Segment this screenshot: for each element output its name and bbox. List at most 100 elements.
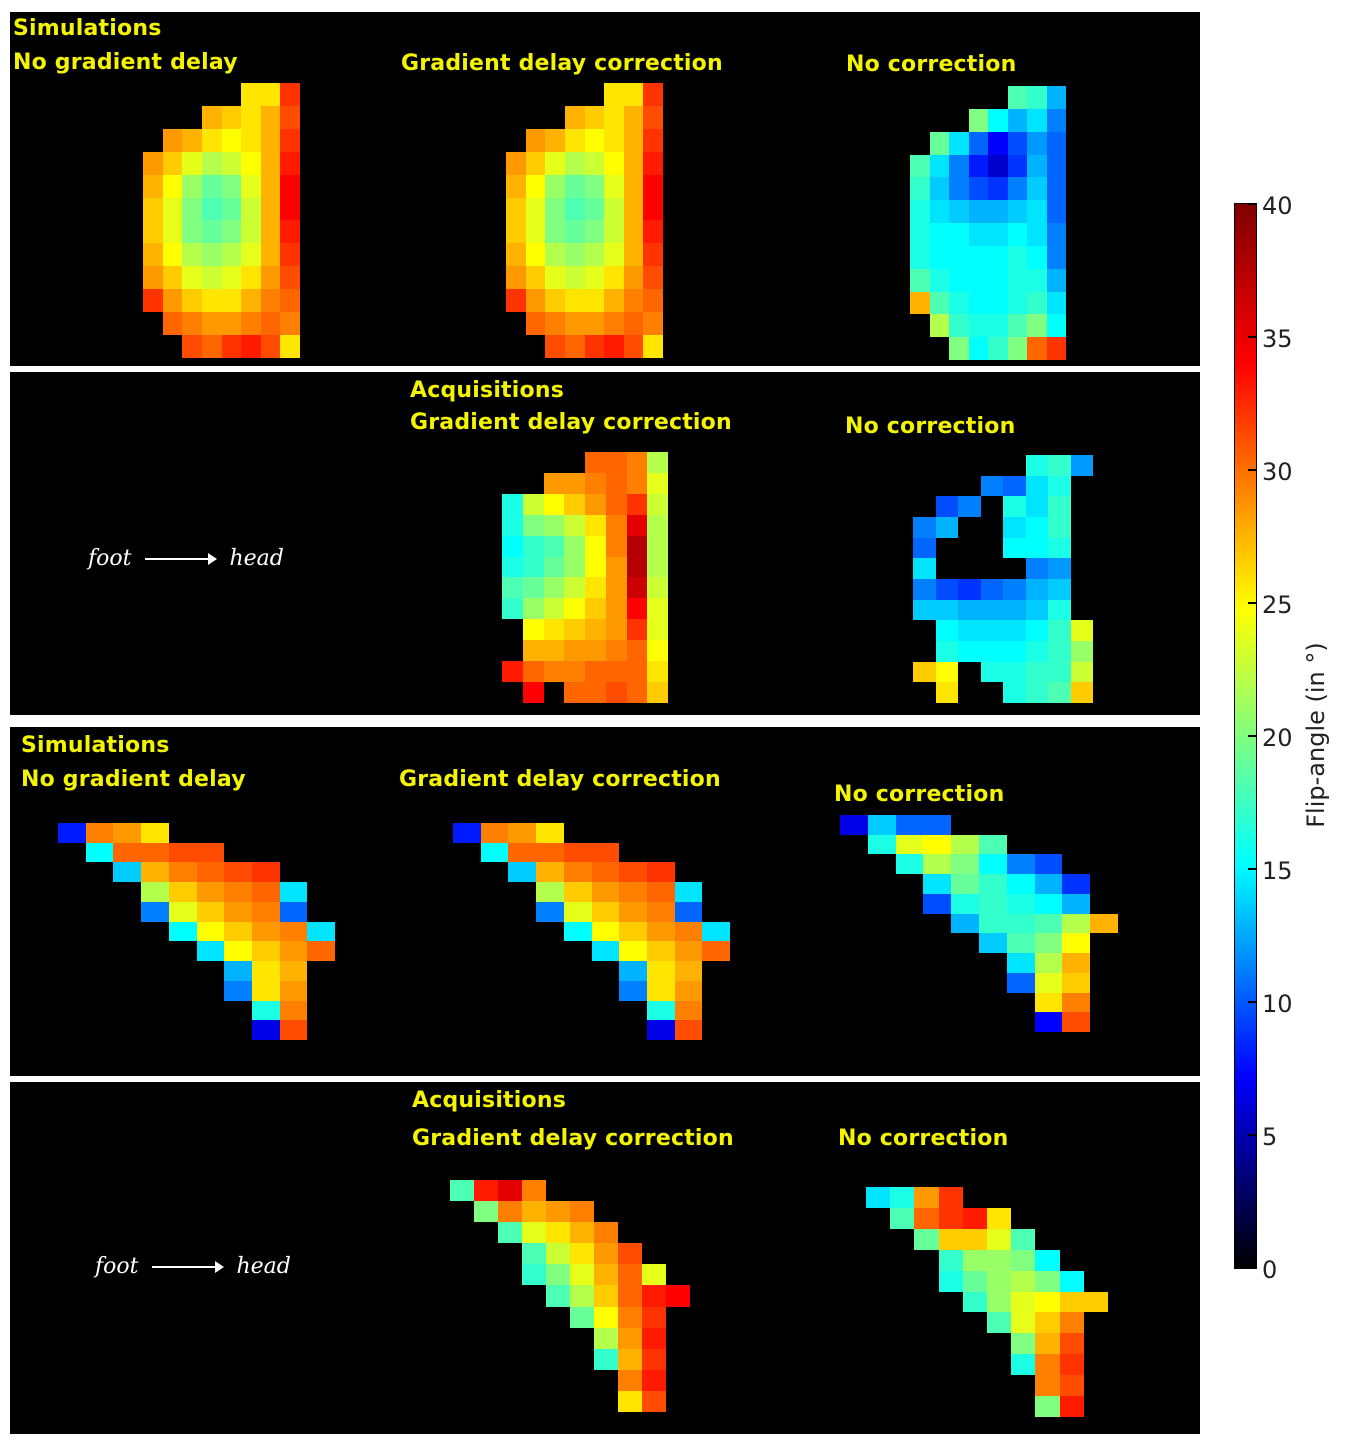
heatmap-cell <box>564 577 585 599</box>
heatmap-cell <box>450 1222 474 1243</box>
heatmap-cell <box>546 1307 570 1328</box>
heatmap-cell <box>702 921 730 942</box>
heatmap-cell <box>169 1020 197 1040</box>
heatmap-cell <box>647 640 668 662</box>
heatmap-cell <box>988 86 1008 109</box>
orientation-foot-head: foot head <box>95 1254 291 1279</box>
heatmap-cell <box>1035 1187 1059 1208</box>
heatmap-cell <box>840 993 868 1013</box>
heatmap-cell <box>1025 682 1048 703</box>
heatmap-cell <box>280 197 300 221</box>
heatmap-cell <box>522 514 544 536</box>
heatmap-cell <box>1003 620 1026 641</box>
heatmap-cell <box>1048 599 1071 621</box>
heatmap-cell <box>222 83 242 106</box>
heatmap-cell <box>143 174 163 198</box>
heatmap-cell <box>182 197 202 221</box>
heatmap-cell <box>221 335 242 358</box>
heatmap-cell <box>543 598 565 620</box>
heatmap-cell <box>642 1390 666 1412</box>
heatmap-cell <box>545 128 565 152</box>
heatmap-cell <box>474 1201 498 1223</box>
heatmap-cell <box>570 1306 594 1328</box>
heatmap-cell <box>224 843 252 863</box>
heatmap-cell <box>619 941 647 962</box>
heatmap-cell <box>251 961 280 981</box>
heatmap-cell <box>453 1020 481 1040</box>
heatmap-cell <box>1062 854 1090 874</box>
heatmap-cell <box>143 335 163 358</box>
heatmap-cell <box>564 961 592 981</box>
heatmap-cell <box>251 1000 280 1021</box>
heatmap-cell <box>197 1001 225 1021</box>
heatmap-cell <box>605 514 627 536</box>
heatmap-cell <box>666 1328 690 1349</box>
heatmap-cell <box>895 834 924 855</box>
heatmap-cell <box>605 493 627 515</box>
heatmap-cell <box>563 842 592 863</box>
heatmap-cell <box>605 452 627 473</box>
heatmap-cell <box>241 105 261 129</box>
heatmap-cell <box>949 291 969 315</box>
heatmap-cell <box>224 980 252 1001</box>
heatmap-cell <box>929 177 949 201</box>
heatmap-cell <box>1046 245 1066 269</box>
heatmap-cell <box>546 1285 570 1307</box>
heatmap-cell <box>619 921 647 942</box>
heatmap-cell <box>914 1354 938 1375</box>
heatmap-cell <box>526 106 546 129</box>
heatmap-cell <box>162 289 183 313</box>
heatmap-cell <box>868 1012 896 1032</box>
heatmap-cell <box>260 335 281 358</box>
heatmap-cell <box>545 312 565 336</box>
heatmap-cell <box>480 842 509 863</box>
heatmap-cell <box>938 1207 963 1229</box>
heatmap-cell <box>481 902 509 922</box>
heatmap-cell <box>252 823 280 843</box>
heatmap-cell <box>162 197 183 221</box>
heatmap-cell <box>508 961 536 981</box>
heatmap-cell <box>545 174 565 198</box>
heatmap-cell <box>646 961 675 981</box>
label-gradient-delay-correction: Gradient delay correction <box>401 51 723 76</box>
heatmap-cell <box>201 220 222 244</box>
heatmap-cell <box>618 1285 642 1307</box>
heatmap-cell <box>1025 537 1048 559</box>
heatmap-cell <box>619 1020 647 1040</box>
heatmap-cell <box>1007 200 1027 223</box>
heatmap-cell <box>619 1001 647 1021</box>
heatmap-cell <box>522 1285 546 1306</box>
heatmap-cell <box>86 922 114 942</box>
heatmap-cell <box>896 1012 924 1032</box>
heatmap-cell <box>642 1369 666 1391</box>
heatmap-cell <box>543 577 565 599</box>
heatmap-cell <box>618 1264 642 1286</box>
heatmap-cell <box>474 1328 498 1349</box>
heatmap-cell <box>508 862 537 883</box>
heatmap-cell <box>866 1333 890 1354</box>
heatmap-cell <box>241 174 261 198</box>
heatmap-cell <box>840 874 868 894</box>
heatmap-cell <box>604 197 624 221</box>
heatmap-cell <box>968 291 988 315</box>
heatmap-cell <box>913 496 936 517</box>
heatmap-cell <box>647 661 668 683</box>
heatmap-cell <box>450 1328 474 1349</box>
heatmap-cell <box>980 599 1003 621</box>
heatmap-cell <box>1025 496 1048 517</box>
heatmap-cell <box>498 1243 522 1264</box>
heatmap-cell <box>450 1201 474 1222</box>
heatmap-cell <box>930 109 950 132</box>
heatmap-cell <box>169 1001 197 1021</box>
heatmap-cell <box>923 874 952 894</box>
heatmap-cell <box>260 197 281 221</box>
heatmap-cell <box>890 1292 914 1313</box>
sim-no-correction-map-2 <box>840 815 1118 1032</box>
heatmap-cell <box>221 220 242 244</box>
heatmap-cell <box>543 472 565 494</box>
heatmap-cell <box>536 882 564 902</box>
heatmap-cell <box>594 1243 618 1265</box>
heatmap-cell <box>453 882 481 902</box>
heatmap-cell <box>1006 913 1035 934</box>
label-no-gradient-delay: No gradient delay <box>13 50 238 75</box>
